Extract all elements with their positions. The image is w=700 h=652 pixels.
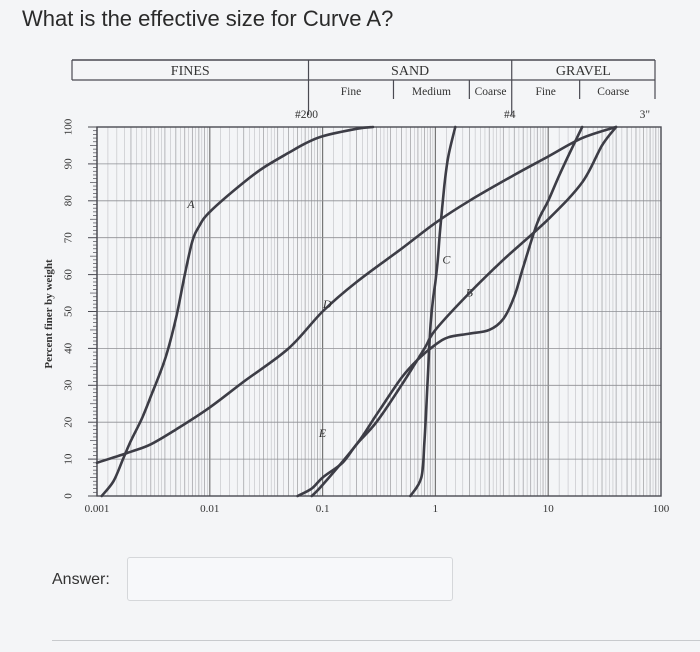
soil-sub-band-label: Fine <box>535 86 555 98</box>
curve-label-e: E <box>318 426 327 440</box>
y-tick-label: 90 <box>63 158 75 170</box>
x-tick-label: 10 <box>543 503 555 515</box>
soil-band-label: SAND <box>391 64 429 79</box>
gridlines <box>96 127 661 496</box>
y-tick-label: 70 <box>63 232 75 244</box>
curve-label-a: A <box>186 197 195 211</box>
y-tick-label: 100 <box>63 118 75 135</box>
divider <box>52 640 700 641</box>
y-tick-label: 50 <box>63 306 75 318</box>
y-tick-label: 0 <box>63 493 75 499</box>
soil-band-label: GRAVEL <box>556 64 611 79</box>
soil-sub-band-label: Medium <box>412 86 451 98</box>
y-tick-label: 30 <box>63 379 75 391</box>
x-tick-label: 0.1 <box>316 503 330 515</box>
soil-sub-band-label: Coarse <box>475 86 507 98</box>
answer-label: Answer: <box>52 571 110 588</box>
axis-ticks: 0.001 0.01 0.1 1 10 100 0 10 20 30 40 50 60 70 80 90 100 <box>63 118 670 515</box>
sieve-mark-label: #4 <box>504 109 516 121</box>
x-tick-label: 1 <box>433 503 439 515</box>
x-tick-label: 0.01 <box>200 503 219 515</box>
y-tick-label: 40 <box>63 342 75 354</box>
curve-a <box>100 125 375 498</box>
y-tick-label: 10 <box>63 453 75 465</box>
y-tick-label: 80 <box>63 195 75 207</box>
soil-band-label: FINES <box>171 64 210 79</box>
sieve-mark-label: #200 <box>295 109 318 121</box>
curve-d <box>95 125 618 465</box>
curve-e <box>296 125 618 498</box>
x-tick-label: 100 <box>653 503 670 515</box>
soil-sub-band-label: Fine <box>341 86 361 98</box>
sieve-mark-label: 3" <box>640 109 650 121</box>
question-text: What is the effective size for Curve A? <box>22 6 394 31</box>
soil-sub-band-label: Coarse <box>597 86 629 98</box>
answer-input[interactable] <box>127 557 453 601</box>
y-tick-label: 60 <box>63 269 75 281</box>
curve-c <box>409 125 457 498</box>
x-tick-label: 0.001 <box>85 503 110 515</box>
curve-b <box>310 125 584 498</box>
y-tick-label: 20 <box>63 416 75 428</box>
curve-label-d: D <box>322 297 332 311</box>
y-axis-label: Percent finer by weight <box>43 259 55 369</box>
curve-label-c: C <box>442 253 451 267</box>
